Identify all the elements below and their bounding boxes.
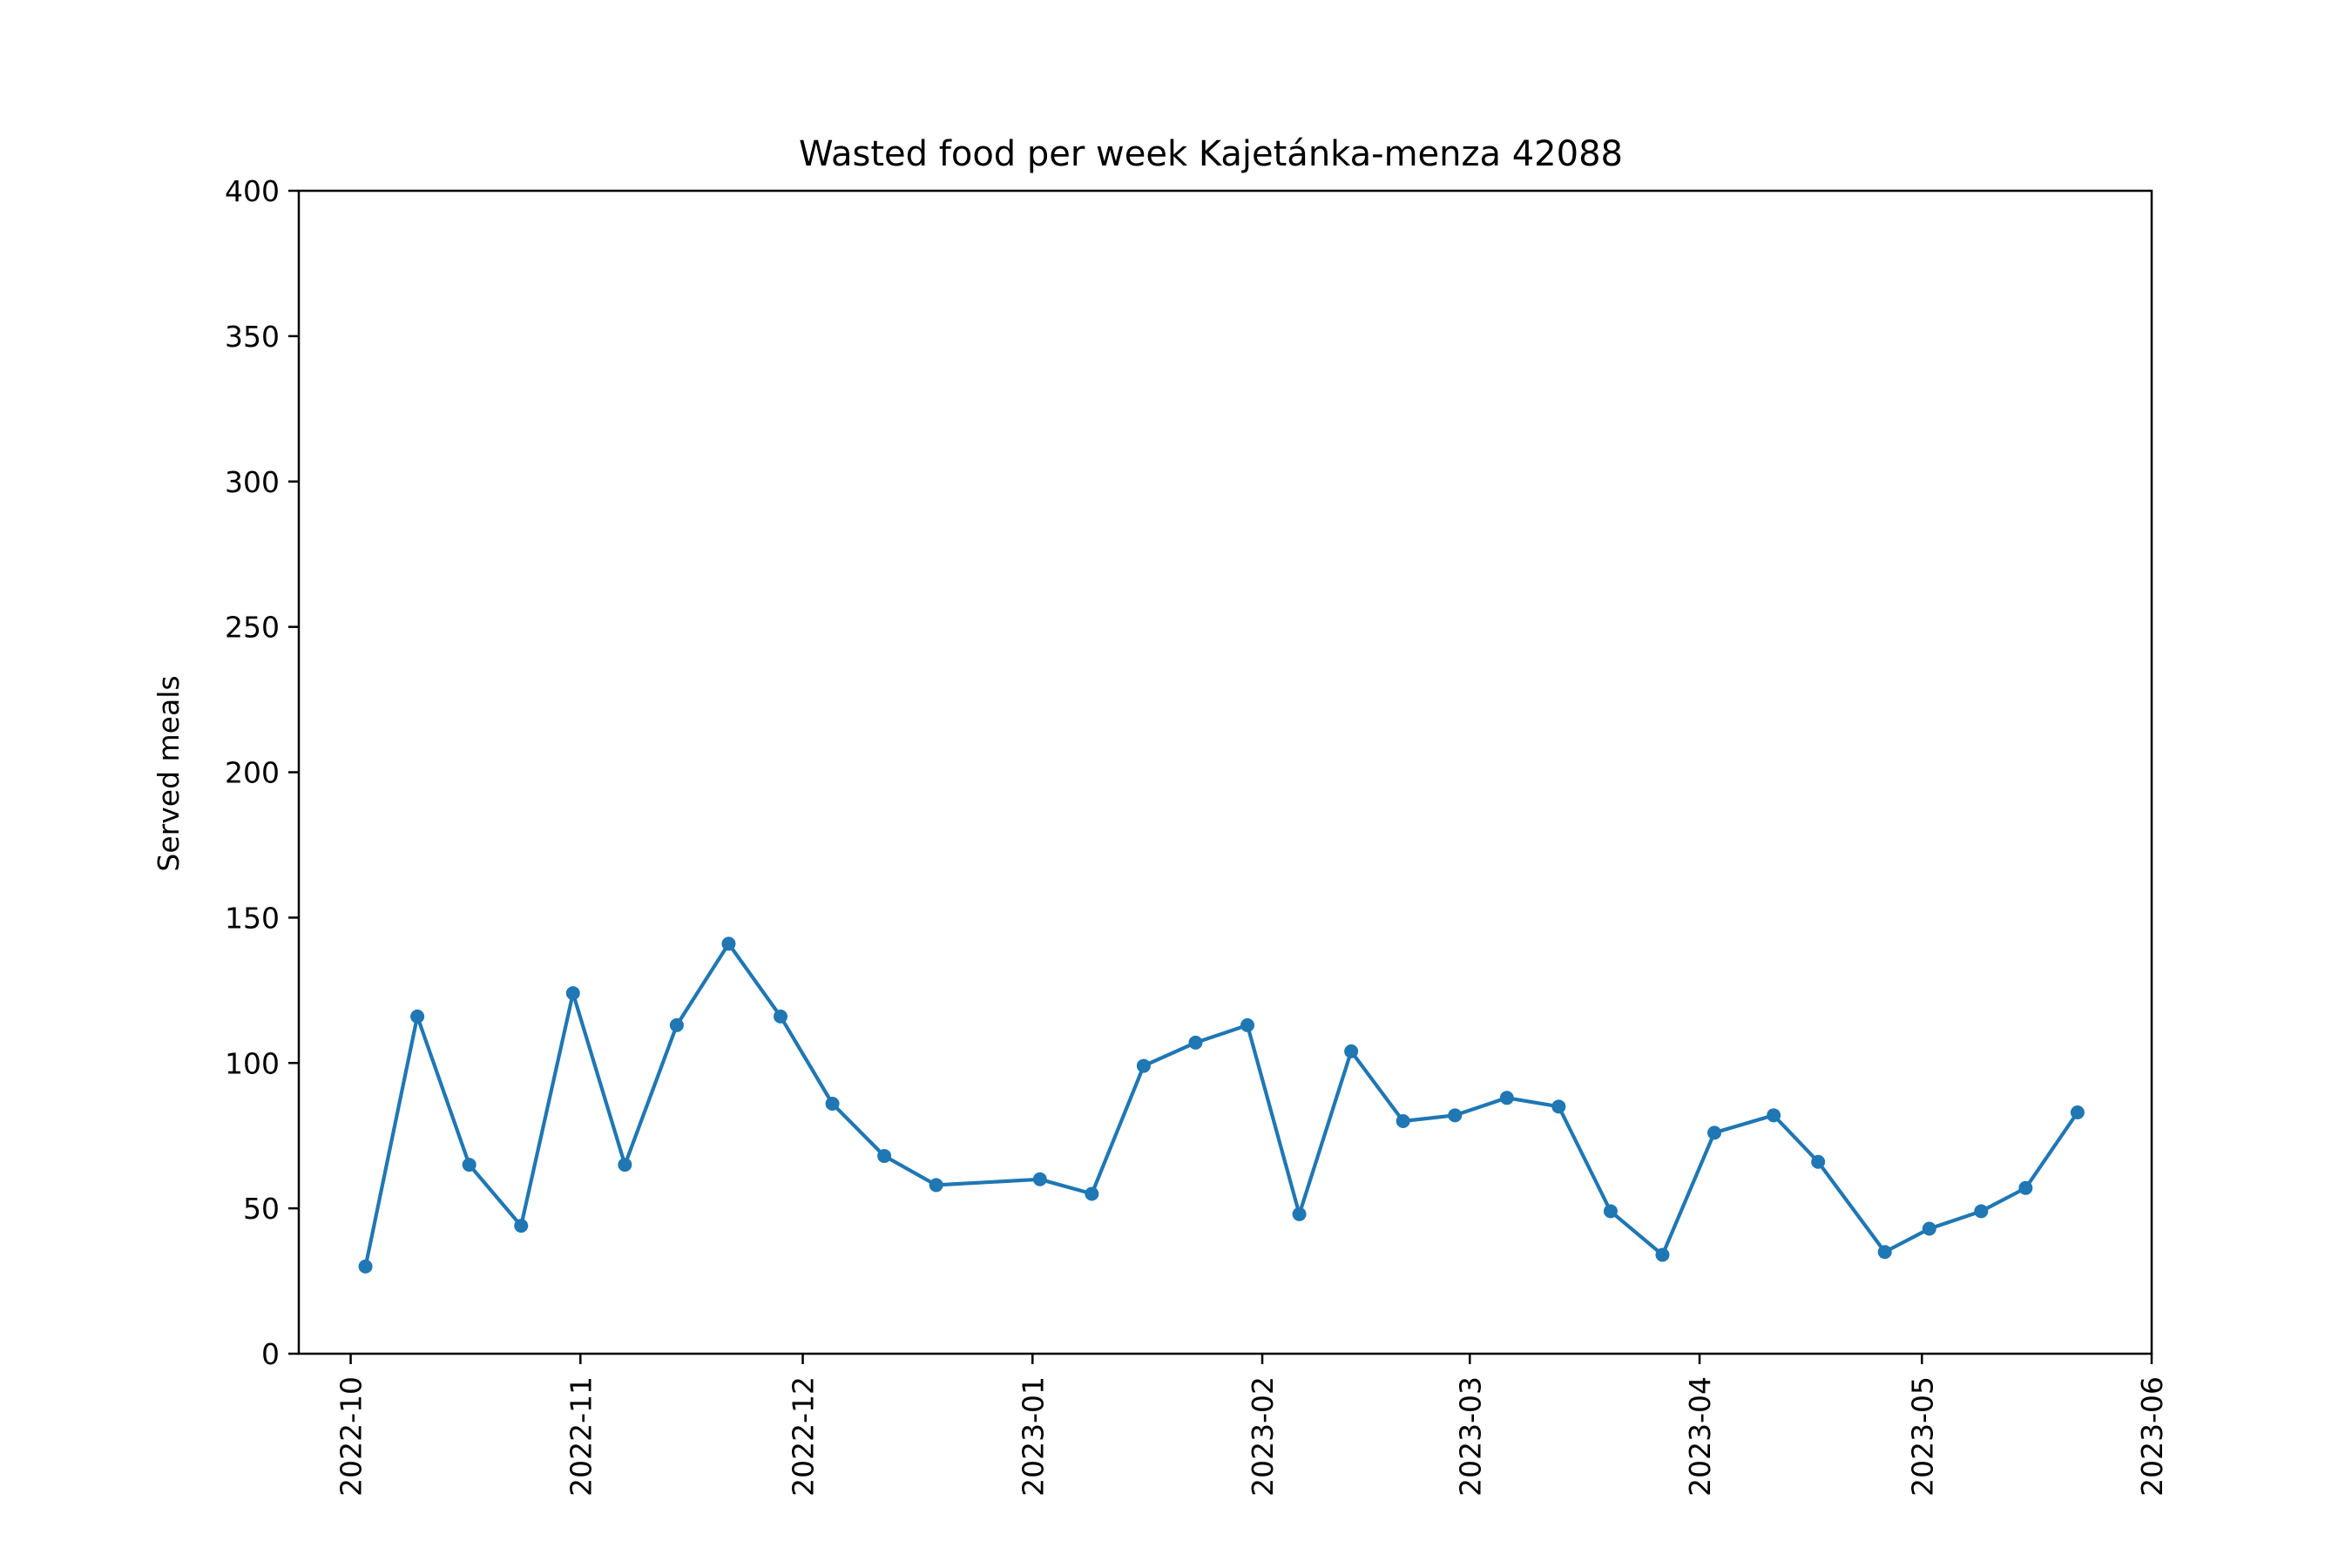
y-axis-title: Served meals: [152, 675, 186, 871]
y-tick-label: 350: [225, 320, 280, 354]
data-point: [929, 1178, 943, 1193]
data-point: [1292, 1206, 1307, 1221]
data-point: [825, 1096, 840, 1111]
data-point: [1877, 1245, 1892, 1260]
y-tick-label: 150: [225, 901, 280, 935]
data-point: [565, 986, 580, 1001]
y-tick-label: 0: [261, 1337, 280, 1371]
x-tick-label: 2022-12: [787, 1376, 821, 1497]
data-point: [618, 1158, 632, 1173]
y-tick-label: 250: [225, 611, 280, 645]
x-tick-label: 2023-05: [1905, 1376, 1939, 1497]
series-layer: [358, 936, 2085, 1274]
series-line: [363, 942, 2079, 1269]
data-point: [1448, 1108, 1463, 1123]
data-point: [1551, 1099, 1566, 1114]
data-point: [2070, 1105, 2085, 1119]
data-point: [1032, 1172, 1047, 1186]
x-tick-label: 2023-06: [2135, 1376, 2169, 1497]
data-point: [1707, 1125, 1722, 1140]
data-point: [1811, 1154, 1826, 1169]
data-point: [1396, 1114, 1410, 1128]
y-tick-label: 100: [225, 1046, 280, 1080]
data-point: [1240, 1017, 1255, 1032]
data-point: [2018, 1180, 2033, 1195]
data-point: [669, 1017, 684, 1032]
data-point: [1499, 1091, 1514, 1105]
x-tick-label: 2022-11: [564, 1376, 598, 1497]
x-tick-label: 2023-04: [1683, 1376, 1717, 1497]
data-point: [410, 1009, 425, 1024]
y-tick-label: 50: [243, 1192, 280, 1226]
x-tick-label: 2023-03: [1453, 1376, 1487, 1497]
data-point: [358, 1259, 373, 1274]
chart-title: Wasted food per week Kajetánka-menza 420…: [799, 134, 1623, 174]
data-point: [1603, 1204, 1618, 1219]
data-point: [877, 1149, 892, 1164]
data-point: [1188, 1035, 1203, 1050]
data-point: [462, 1158, 476, 1173]
y-tick-label: 400: [225, 174, 280, 208]
data-point: [721, 936, 736, 951]
data-point: [1085, 1186, 1099, 1201]
y-tick-label: 300: [225, 465, 280, 499]
plot-area-frame: [297, 189, 2153, 1355]
y-axis: 0 50 100 150 200 250 300 350 400: [225, 174, 299, 1371]
data-point: [1767, 1108, 1781, 1123]
data-point: [1344, 1044, 1359, 1058]
data-point: [1922, 1221, 1936, 1236]
data-point: [774, 1009, 788, 1024]
x-axis: 2022-10 2022-11 2022-12 2023-01 2023-02 2023-…: [335, 1354, 2169, 1497]
x-tick-label: 2022-10: [335, 1376, 368, 1497]
data-point: [1136, 1058, 1151, 1073]
data-point: [1655, 1247, 1670, 1262]
y-tick-label: 200: [225, 756, 280, 790]
x-tick-label: 2023-02: [1246, 1376, 1280, 1497]
x-tick-label: 2023-01: [1016, 1376, 1050, 1497]
data-point: [514, 1219, 529, 1233]
data-point: [1974, 1204, 1989, 1219]
